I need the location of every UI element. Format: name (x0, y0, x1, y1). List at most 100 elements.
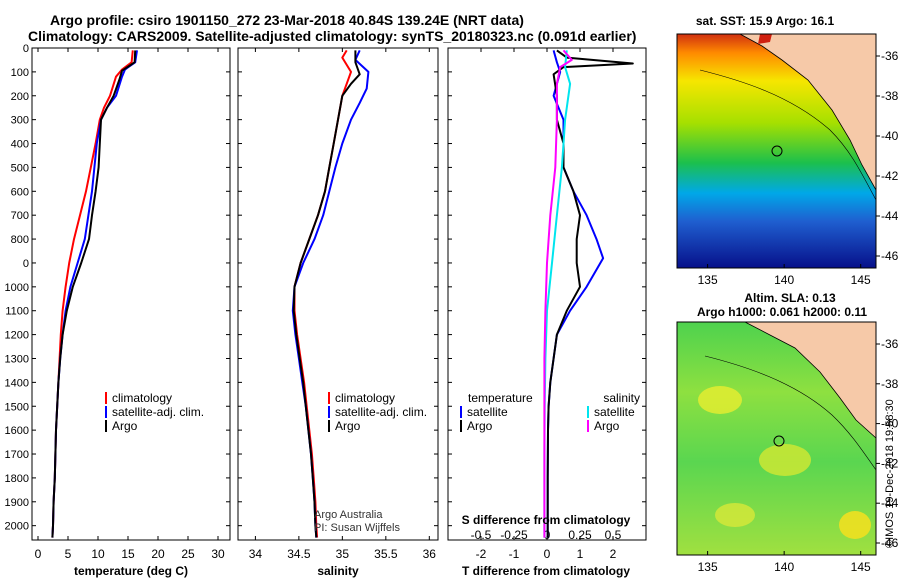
x-tick-label: 10 (91, 547, 105, 561)
x-tick-label: 34 (249, 547, 263, 561)
legend-label: climatology (335, 391, 395, 405)
x-tick-label: 35 (336, 547, 350, 561)
depth-tick-label: 1300 (5, 353, 29, 365)
sla-high-patch (759, 444, 811, 476)
sla-map-ticks: 135 140 145 -36 -38 -40 -42 -44 -46 (698, 337, 899, 574)
map-lat-label: -44 (881, 209, 899, 223)
x-tick-label: 20 (151, 547, 165, 561)
salinity-x-label: salinity (317, 564, 359, 578)
depth-tick-label: 600 (11, 186, 29, 198)
temperature-x-label: temperature (deg C) (74, 564, 188, 578)
salinity-axes-box (237, 47, 439, 541)
s-diff-tick-label: -0.5 (471, 528, 492, 542)
sst-map-ticks: 135 140 145 -36 -38 -40 -42 -44 -46 (698, 49, 899, 287)
depth-tick-label: 1200 (5, 330, 29, 342)
legend-label: satellite (467, 405, 508, 419)
map-lat-label: -46 (881, 536, 899, 550)
difference-depth-ticks (448, 47, 646, 527)
map-lat-label: -40 (881, 129, 899, 143)
x-tick-label: 35.5 (374, 547, 398, 561)
depth-axis: 0 100 200 300 400 500 600 700 800 0 1000 1100 1200 13… (5, 43, 230, 533)
sla-argo-position-marker (773, 435, 785, 447)
difference-legend: temperature salinitysatelliteArgosatellit… (460, 391, 640, 433)
sst-warm-patch (758, 34, 772, 44)
difference-x-axis: -2 -1 0 1 2 (476, 48, 617, 561)
x-tick-label: 0 (544, 547, 551, 561)
legend-label: satellite (594, 405, 635, 419)
legend-label: Argo (112, 419, 138, 433)
depth-tick-label: 1600 (5, 425, 29, 437)
x-tick-label: 1 (577, 547, 584, 561)
map-lat-label: -44 (881, 496, 899, 510)
legend-label: Argo (335, 419, 361, 433)
sla-high-patch (839, 511, 871, 539)
depth-tick-label: 100 (11, 67, 29, 79)
depth-tick-label: 1000 (5, 282, 29, 294)
depth-tick-label: 400 (11, 139, 29, 151)
sst-map: sat. SST: 15.9 Argo: 16.1 135 140 145 -36 -3… (676, 14, 899, 287)
map-lon-label: 135 (698, 560, 718, 574)
depth-tick-label: 2000 (5, 521, 29, 533)
legend-title-salinity: salinity (603, 391, 640, 405)
map-lat-label: -38 (881, 377, 899, 391)
sla-map-frame (676, 321, 877, 556)
salinity-x-axis: 34 34.5 35 35.5 36 (249, 48, 437, 561)
legend-label: satellite-adj. clim. (335, 405, 427, 419)
map-lon-label: 140 (774, 273, 794, 287)
imos-credit: ©IMOS 19-Dec-2018 19:58:30 (884, 399, 896, 548)
sla-map-title-2: Argo h1000: 0.061 h2000: 0.11 (697, 305, 867, 319)
x-tick-label: -1 (509, 547, 520, 561)
map-lat-label: -40 (881, 417, 899, 431)
depth-tick-label: 1700 (5, 449, 29, 461)
legend-label: climatology (112, 391, 172, 405)
salinity-profiles (291, 49, 370, 538)
x-tick-label: 25 (181, 547, 195, 561)
legend-title-temperature: temperature (468, 391, 533, 405)
temperature-axes-box (31, 47, 231, 541)
depth-tick-label: 800 (11, 234, 29, 246)
depth-tick-label: 1500 (5, 401, 29, 413)
x-tick-label: 34.5 (287, 547, 311, 561)
sst-map-title: sat. SST: 15.9 Argo: 16.1 (696, 14, 835, 28)
sla-map-title-1: Altim. SLA: 0.13 (744, 291, 836, 305)
profile-line (51, 50, 137, 538)
depth-tick-label: 0 (23, 258, 29, 270)
sla-high-patch (698, 386, 742, 414)
depth-tick-label: 1800 (5, 473, 29, 485)
legend-label: Argo (467, 419, 493, 433)
depth-tick-label: 1900 (5, 497, 29, 509)
map-lon-label: 135 (698, 273, 718, 287)
temperature-profiles (51, 50, 138, 538)
depth-tick-label: 1400 (5, 377, 29, 389)
profile-line (292, 50, 361, 538)
map-lon-label: 145 (851, 273, 871, 287)
x-tick-label: 15 (121, 547, 135, 561)
legend-label: satellite-adj. clim. (112, 405, 204, 419)
map-lat-label: -38 (881, 89, 899, 103)
sst-bathymetry-contour (699, 69, 877, 201)
temperature-x-axis: 0 5 10 15 20 25 30 (35, 48, 225, 561)
depth-tick-label: 200 (11, 91, 29, 103)
x-tick-label: 30 (211, 547, 225, 561)
s-diff-tick-label: 0.5 (605, 528, 622, 542)
x-tick-label: -2 (476, 547, 487, 561)
t-difference-label: T difference from climatology (462, 564, 630, 578)
profile-line (543, 49, 573, 538)
salinity-difference-axis: -0.5 -0.25 0 0.25 0.5 (471, 528, 622, 542)
sla-high-patch (715, 503, 755, 527)
figure-title-line-1: Argo profile: csiro 1901150_272 23-Mar-2… (50, 12, 524, 28)
x-tick-label: 36 (423, 547, 437, 561)
depth-tick-label: 1100 (5, 306, 29, 318)
map-lat-label: -36 (881, 49, 899, 63)
x-tick-label: 2 (610, 547, 617, 561)
s-diff-tick-label: -0.25 (500, 528, 528, 542)
map-lat-label: -42 (881, 169, 899, 183)
x-tick-label: 5 (65, 547, 72, 561)
sla-bathymetry-contour (704, 355, 877, 471)
x-tick-label: 0 (35, 547, 42, 561)
map-lat-label: -36 (881, 337, 899, 351)
depth-tick-label: 500 (11, 162, 29, 174)
